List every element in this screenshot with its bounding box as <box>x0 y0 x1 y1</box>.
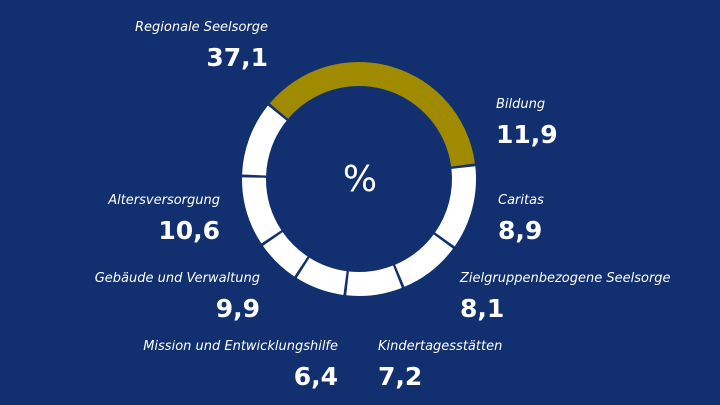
label-bildung: Bildung <box>496 97 546 112</box>
donut-segments <box>242 61 476 297</box>
value-caritas: 8,9 <box>498 216 543 245</box>
label-zielgruppenbezogene-seelsorge: Zielgruppenbezogene Seelsorge <box>460 271 671 286</box>
value-regionale-seelsorge: 37,1 <box>206 43 268 72</box>
slice-altersversorgung <box>242 105 287 176</box>
label-altersversorgung: Altersversorgung <box>108 193 220 208</box>
slice-mission-und-entwicklungshilfe <box>262 232 308 277</box>
slice-bildung <box>435 166 476 247</box>
slice-gebaeude-und-verwaltung <box>242 177 282 244</box>
value-zielgruppenbezogene-seelsorge: 8,1 <box>460 294 505 323</box>
label-caritas: Caritas <box>498 193 544 208</box>
slice-kindertagesstaetten <box>296 257 347 295</box>
label-mission-und-entwicklungshilfe: Mission und Entwicklungshilfe <box>143 339 338 354</box>
value-mission-und-entwicklungshilfe: 6,4 <box>293 362 338 391</box>
label-gebaeude-und-verwaltung: Gebäude und Verwaltung <box>94 271 260 286</box>
value-altersversorgung: 10,6 <box>158 216 220 245</box>
slice-regionale-seelsorge <box>269 61 475 167</box>
value-gebaeude-und-verwaltung: 9,9 <box>215 294 260 323</box>
label-regionale-seelsorge: Regionale Seelsorge <box>135 20 268 35</box>
slice-caritas <box>395 234 454 287</box>
slice-zielgruppenbezogene-seelsorge <box>346 265 402 297</box>
unit-label: % <box>342 159 378 200</box>
value-kindertagesstaetten: 7,2 <box>378 362 423 391</box>
value-bildung: 11,9 <box>496 120 558 149</box>
label-kindertagesstaetten: Kindertagesstätten <box>378 339 503 354</box>
